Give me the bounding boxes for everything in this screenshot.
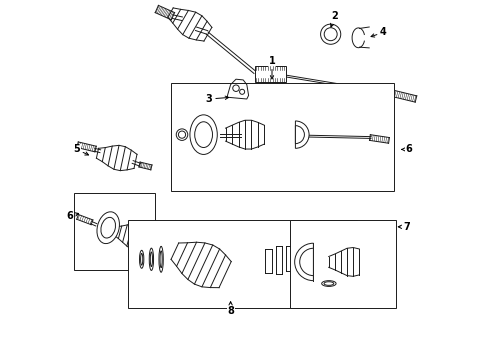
Text: 8: 8 <box>227 302 234 316</box>
Ellipse shape <box>141 253 143 265</box>
Bar <box>255 66 286 82</box>
Ellipse shape <box>149 248 153 270</box>
Ellipse shape <box>140 250 144 268</box>
Bar <box>171 83 394 191</box>
Ellipse shape <box>150 252 152 266</box>
Wedge shape <box>295 121 309 148</box>
Bar <box>290 220 396 308</box>
Text: 7: 7 <box>398 222 410 232</box>
Bar <box>128 220 357 308</box>
Circle shape <box>176 129 188 140</box>
Ellipse shape <box>160 251 162 268</box>
Text: 6: 6 <box>66 211 78 221</box>
Ellipse shape <box>159 246 163 272</box>
Ellipse shape <box>324 282 334 285</box>
Circle shape <box>320 24 341 44</box>
Ellipse shape <box>190 115 217 154</box>
Wedge shape <box>295 126 304 144</box>
Ellipse shape <box>321 281 336 287</box>
Ellipse shape <box>101 217 116 238</box>
Ellipse shape <box>97 212 120 244</box>
Wedge shape <box>300 248 314 276</box>
Bar <box>74 193 155 270</box>
Ellipse shape <box>147 287 155 289</box>
Wedge shape <box>294 243 314 281</box>
Text: 6: 6 <box>402 144 412 154</box>
Circle shape <box>178 131 186 138</box>
Text: 1: 1 <box>269 56 275 79</box>
Text: 4: 4 <box>371 27 387 37</box>
Circle shape <box>233 85 239 91</box>
Text: 3: 3 <box>206 94 228 104</box>
Ellipse shape <box>195 122 213 148</box>
Text: 5: 5 <box>74 144 89 155</box>
Circle shape <box>324 28 337 41</box>
Circle shape <box>240 89 245 94</box>
Text: 2: 2 <box>331 11 339 27</box>
